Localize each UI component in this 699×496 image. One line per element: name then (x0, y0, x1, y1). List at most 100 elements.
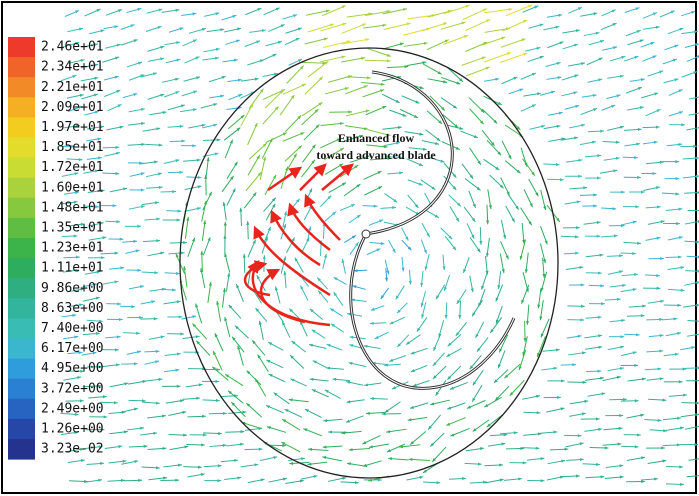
vector-head (223, 234, 227, 239)
vector-head (203, 200, 207, 205)
vector-head (674, 78, 679, 82)
vector-head (481, 285, 485, 290)
vector-head (521, 38, 526, 42)
vector-head (386, 270, 390, 275)
vector-head (257, 8, 262, 12)
vector-head (696, 55, 699, 59)
vector-head (463, 35, 468, 39)
vector-head (405, 236, 409, 241)
vector-head (495, 166, 500, 171)
vector-head (312, 144, 316, 149)
vector-head (556, 124, 561, 128)
vector-head (447, 342, 452, 347)
vector-head (461, 21, 466, 25)
vector-head (676, 222, 680, 226)
vector-head (407, 246, 412, 251)
vector-head (432, 458, 436, 462)
vector-head (333, 292, 338, 297)
vector-head (395, 295, 400, 300)
vector-head (397, 125, 402, 130)
vector-head (637, 241, 641, 245)
vector-head (632, 351, 637, 355)
vector-head (75, 124, 80, 128)
vector-head (659, 349, 664, 353)
vector-head (490, 328, 494, 333)
vector-head (346, 380, 351, 384)
vector-head (204, 175, 208, 179)
vector-head (155, 360, 160, 364)
vector-head (593, 204, 598, 208)
vector-head (621, 55, 626, 59)
vector-head (153, 317, 158, 321)
vector-head (432, 375, 437, 379)
vector-head (659, 70, 664, 74)
vector (505, 4, 533, 17)
vector-head (141, 121, 145, 126)
vector-head (370, 396, 374, 401)
vector (262, 106, 279, 125)
vector-head (653, 140, 658, 144)
vector-head (656, 205, 661, 209)
vector-head (662, 398, 667, 402)
vector-head (266, 405, 271, 409)
vector-head (94, 110, 99, 114)
vector (403, 42, 428, 47)
vector-head (389, 358, 394, 362)
vector-head (102, 236, 107, 240)
vector-head (678, 207, 683, 211)
vector-head (318, 290, 322, 295)
vector-head (330, 23, 334, 27)
vector-head (115, 348, 119, 352)
vector-head (215, 379, 220, 383)
vector-head (179, 170, 184, 174)
vector-head (477, 462, 482, 466)
vector-head (696, 240, 699, 244)
vector-head (656, 286, 661, 290)
vector-head (641, 377, 646, 381)
vector-head (674, 352, 679, 356)
vector-head (657, 418, 662, 422)
vector-head (364, 127, 368, 131)
vector-head (386, 10, 391, 14)
vector-head (619, 125, 624, 129)
vector-head (696, 281, 699, 285)
vector-head (616, 94, 621, 98)
vector-head (180, 104, 185, 108)
vector-head (311, 159, 315, 164)
vector (461, 56, 486, 66)
vector (322, 5, 347, 17)
vector-head (198, 465, 202, 469)
vector-head (377, 478, 382, 482)
vector-head (242, 253, 246, 258)
vector-head (450, 433, 455, 437)
vector-head (254, 463, 259, 467)
colorbar-cell (8, 57, 35, 78)
vector-head (118, 317, 123, 322)
vector-head (333, 277, 338, 281)
vector-head (196, 396, 201, 400)
vector-head (376, 248, 381, 252)
vector (365, 105, 387, 116)
vector-head (206, 157, 210, 162)
vector-head (497, 364, 501, 369)
vector-head (160, 335, 165, 339)
vector-head (272, 174, 277, 179)
vector (686, 475, 699, 478)
vector-head (483, 480, 487, 484)
vector-head (469, 365, 474, 370)
vector-head (347, 312, 352, 316)
vector-head (677, 331, 681, 335)
vector-head (193, 90, 198, 94)
vector-head (488, 205, 492, 210)
vector-head (160, 45, 165, 49)
vector-head (534, 5, 539, 9)
vector-head (397, 309, 401, 314)
vector-head (235, 325, 239, 330)
vector-head (363, 344, 368, 348)
vector-head (136, 331, 140, 335)
vector-head (660, 299, 665, 303)
vector-head (511, 218, 515, 223)
vector-head (296, 198, 300, 203)
vector-head (447, 406, 452, 410)
vector-head (621, 190, 625, 194)
